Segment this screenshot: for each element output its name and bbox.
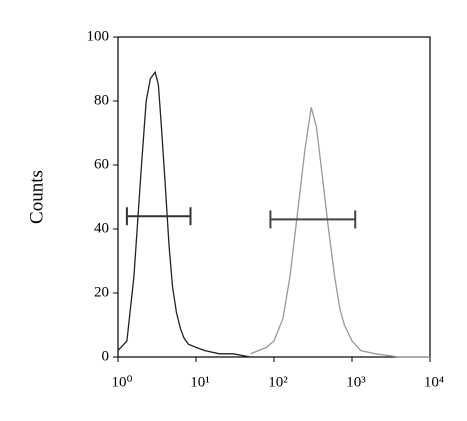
x-tick-label: 10⁰ <box>111 374 132 390</box>
x-tick-label: 10³ <box>346 374 366 390</box>
histogram-line <box>250 107 430 358</box>
x-tick-label: 10⁴ <box>424 374 444 390</box>
y-tick-label: 20 <box>94 284 109 300</box>
plot-frame <box>117 36 431 358</box>
y-tick-label: 0 <box>102 348 110 364</box>
y-axis-label: Counts <box>26 170 47 224</box>
y-tick-label: 100 <box>87 28 110 44</box>
x-tick-label: 10² <box>268 374 288 390</box>
y-tick-label: 60 <box>94 156 109 172</box>
y-tick-label: 80 <box>94 92 109 108</box>
histogram-line <box>117 70 251 358</box>
x-tick-label: 10¹ <box>190 374 210 390</box>
y-tick-label: 40 <box>94 220 109 236</box>
